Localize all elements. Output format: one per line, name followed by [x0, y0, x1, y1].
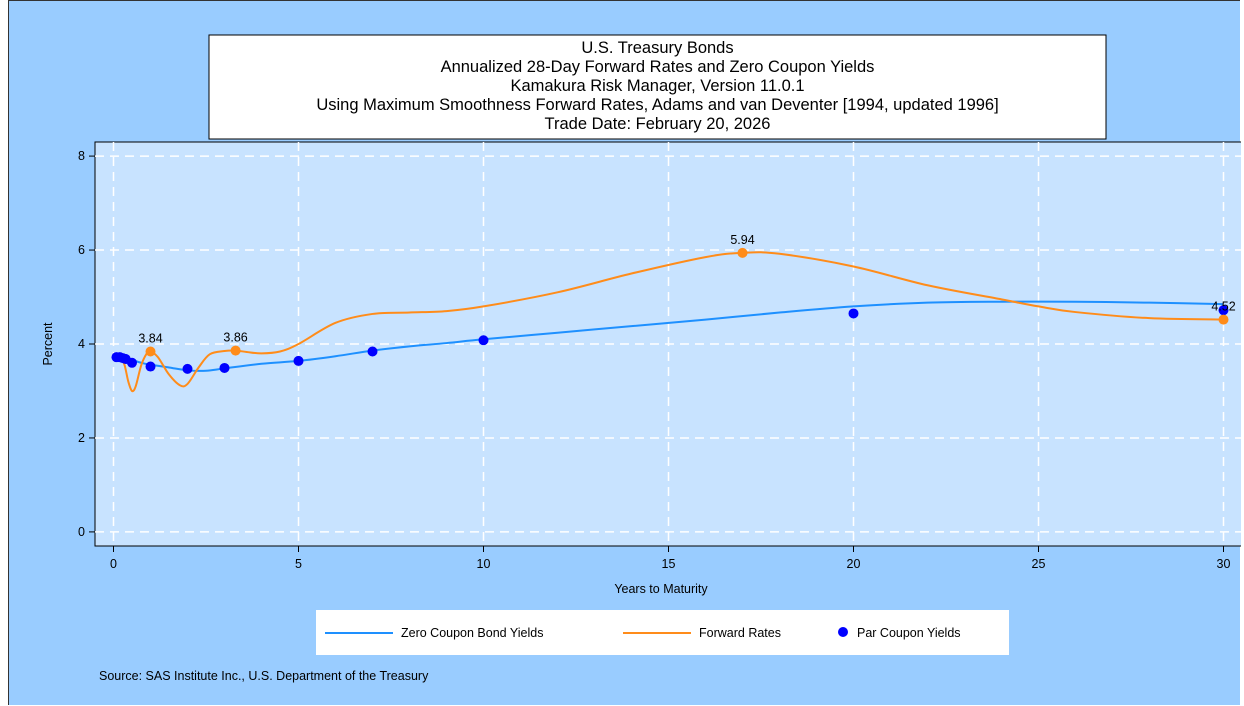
y-axis-title: Percent: [41, 322, 55, 366]
legend-forward-rates-label: Forward Rates: [699, 626, 781, 640]
labeled-point: [737, 247, 748, 258]
data-label: 5.94: [730, 233, 754, 247]
point-par-coupon-yields: [182, 363, 193, 374]
title-box: [208, 34, 1107, 140]
x-tick-label: 15: [662, 557, 676, 571]
title-line-1: U.S. Treasury Bonds: [581, 39, 733, 57]
point-par-coupon-yields: [293, 355, 304, 366]
y-tick-label: 4: [78, 337, 85, 351]
title-line-3: Kamakura Risk Manager, Version 11.0.1: [510, 77, 804, 95]
x-tick-label: 5: [295, 557, 302, 571]
series-layer: [111, 251, 1229, 393]
data-label: 3.86: [223, 331, 247, 345]
title-line-5: Trade Date: February 20, 2026: [545, 115, 771, 133]
legend-par-coupon-label: Par Coupon Yields: [857, 626, 961, 640]
chart-svg: 0 5 10 15 20 25 30 0 2 4 6 8 3.84 3.86 5.94 4.52 U.S. …: [41, 34, 1241, 683]
x-tick-label: 10: [477, 557, 491, 571]
legend-par-coupon-swatch: [838, 627, 848, 637]
x-tick-label: 20: [847, 557, 861, 571]
labeled-point: [230, 345, 241, 356]
x-tick-label: 25: [1032, 557, 1046, 571]
legend-zero-coupon-label: Zero Coupon Bond Yields: [401, 626, 543, 640]
point-par-coupon-yields: [478, 335, 489, 346]
x-tick-label: 30: [1217, 557, 1231, 571]
chart-frame: 0 5 10 15 20 25 30 0 2 4 6 8 3.84 3.86 5.94 4.52 U.S. …: [8, 0, 1241, 705]
point-par-coupon-yields: [1218, 305, 1229, 316]
point-par-coupon-yields: [219, 362, 230, 373]
data-label: 4.52: [1211, 300, 1235, 314]
title-line-2: Annualized 28-Day Forward Rates and Zero…: [441, 58, 875, 76]
title-line-4: Using Maximum Smoothness Forward Rates, …: [316, 96, 998, 114]
data-label: 3.84: [138, 332, 162, 346]
y-tick-label: 6: [78, 243, 85, 257]
data-labels: 3.84 3.86 5.94 4.52: [138, 233, 1236, 357]
x-tick-label: 0: [110, 557, 117, 571]
y-tick-label: 8: [78, 149, 85, 163]
series-line-forward-rates: [116, 251, 1224, 393]
point-par-coupon-yields: [127, 357, 137, 368]
labeled-point: [1218, 314, 1229, 325]
labeled-point: [145, 346, 156, 357]
point-par-coupon-yields: [145, 361, 156, 372]
point-par-coupon-yields: [848, 308, 859, 319]
point-par-coupon-yields: [367, 346, 378, 357]
y-tick-label: 2: [78, 431, 85, 445]
axes: 0 5 10 15 20 25 30 0 2 4 6 8: [78, 149, 1230, 571]
y-tick-label: 0: [78, 525, 85, 539]
x-axis-title: Years to Maturity: [614, 582, 708, 596]
source-note: Source: SAS Institute Inc., U.S. Departm…: [99, 669, 429, 683]
